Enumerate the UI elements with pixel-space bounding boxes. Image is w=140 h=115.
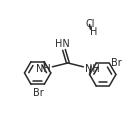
Text: NH: NH: [85, 63, 100, 73]
Text: Cl: Cl: [86, 19, 95, 29]
Text: Br: Br: [33, 87, 44, 97]
Text: H: H: [90, 26, 98, 36]
Text: Br: Br: [111, 58, 122, 68]
Text: NH: NH: [36, 63, 51, 73]
Text: HN: HN: [55, 38, 70, 48]
